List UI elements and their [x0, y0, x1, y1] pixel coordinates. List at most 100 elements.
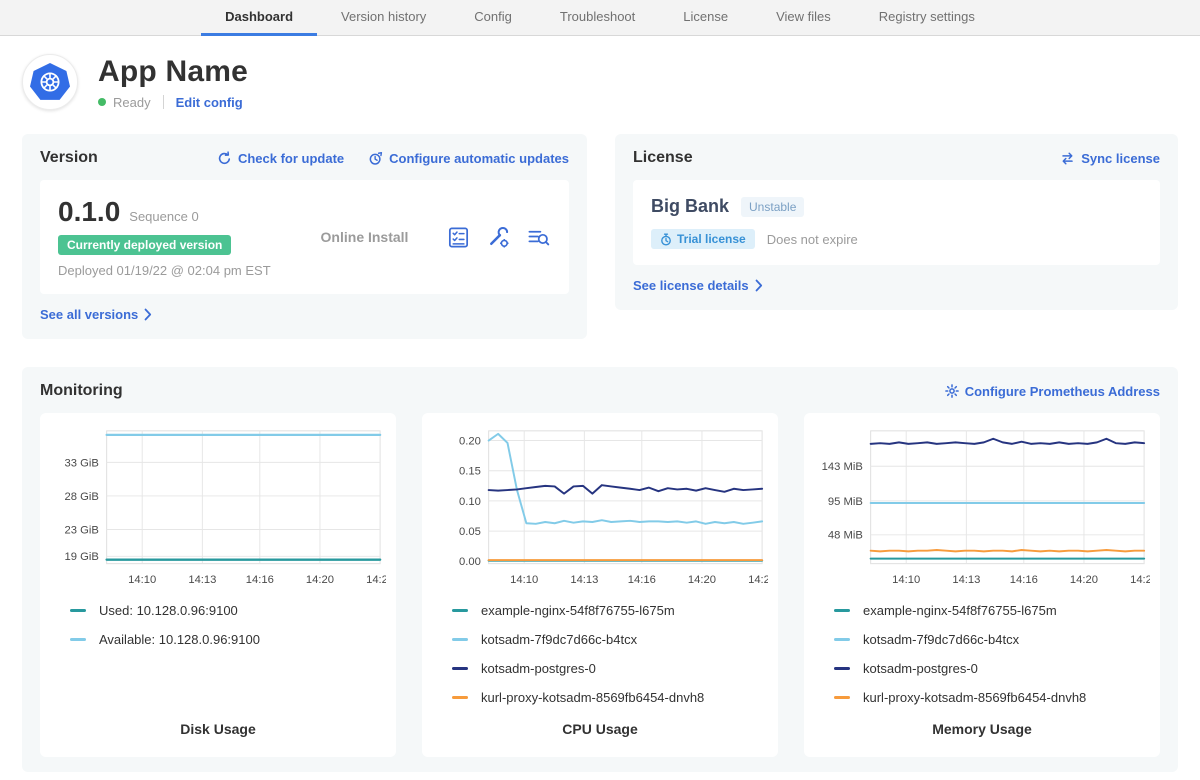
charts-row: 19 GiB 23 GiB 28 GiB 33 GiB 14:10 14:13 14:16 1…	[40, 413, 1160, 758]
y-tick-label: 33 GiB	[65, 457, 99, 469]
legend-label: kotsadm-7f9dc7d66c-b4tcx	[481, 632, 638, 648]
x-tick-label: 14:13	[188, 574, 216, 586]
tab-registry-settings[interactable]: Registry settings	[878, 9, 975, 24]
legend-item: kotsadm-postgres-0	[452, 661, 768, 676]
legend-label: Available: 10.128.0.96:9100	[99, 632, 260, 648]
tab-view-files[interactable]: View files	[776, 9, 831, 24]
chart-plot: 0.00 0.05 0.10 0.15 0.20 14:10 14:13 14:16 14:20…	[459, 430, 768, 586]
x-tick-label: 14:10	[892, 574, 920, 586]
license-card-title: License	[633, 149, 693, 166]
check-for-update-link[interactable]: Check for update	[217, 151, 344, 166]
stopwatch-icon	[661, 233, 671, 245]
deployed-badge: Currently deployed version	[58, 235, 232, 255]
legend-dash-icon	[452, 667, 468, 671]
chart-legend: Used: 10.128.0.96:9100 Available: 10.128.…	[70, 603, 386, 721]
x-tick-label: 14:23	[748, 574, 768, 586]
version-card-title: Version	[40, 149, 98, 166]
chevron-right-icon	[144, 308, 152, 321]
chart-card-cpu-usage: 0.00 0.05 0.10 0.15 0.20 14:10 14:13 14:16 14:20…	[422, 413, 778, 758]
tab-version-history[interactable]: Version history	[341, 9, 427, 24]
x-tick-label: 14:20	[1070, 574, 1098, 586]
legend-label: kurl-proxy-kotsadm-8569fb6454-dnvh8	[863, 690, 1087, 706]
status-text: Ready	[113, 94, 151, 110]
see-all-versions-link[interactable]: See all versions	[40, 307, 152, 322]
diff-checklist-icon[interactable]	[446, 225, 471, 250]
trial-license-badge: Trial license	[651, 229, 755, 249]
y-tick-label: 0.10	[459, 496, 481, 508]
deployed-timestamp: Deployed 01/19/22 @ 02:04 pm EST	[58, 263, 271, 278]
x-tick-label: 14:10	[128, 574, 156, 586]
x-tick-label: 14:16	[1010, 574, 1038, 586]
sync-license-link[interactable]: Sync license	[1060, 151, 1160, 166]
legend-dash-icon	[834, 609, 850, 613]
tab-config[interactable]: Config	[474, 9, 512, 24]
y-tick-label: 143 MiB	[822, 461, 863, 473]
configure-automatic-updates-label: Configure automatic updates	[389, 150, 569, 166]
tab-dashboard[interactable]: Dashboard	[201, 0, 318, 36]
legend-label: example-nginx-54f8f76755-l675m	[481, 603, 675, 619]
legend-dash-icon	[452, 696, 468, 700]
sequence-label: Sequence 0	[129, 209, 199, 224]
channel-badge: Unstable	[741, 196, 805, 217]
version-number: 0.1.0	[58, 196, 121, 227]
y-tick-label: 28 GiB	[65, 491, 99, 503]
status-dot-icon	[98, 98, 106, 106]
install-type-label: Online Install	[320, 229, 409, 245]
config-wrench-icon[interactable]	[486, 225, 511, 250]
trial-license-label: Trial license	[677, 232, 746, 246]
legend-item: kotsadm-7f9dc7d66c-b4tcx	[452, 632, 768, 647]
monitoring-title: Monitoring	[40, 382, 123, 399]
expiry-text: Does not expire	[766, 231, 858, 247]
view-logs-icon[interactable]	[526, 225, 551, 250]
version-card: Version Check for update Configure au	[22, 134, 587, 339]
y-tick-label: 0.05	[459, 526, 481, 538]
legend-dash-icon	[834, 696, 850, 700]
page-title: App Name	[98, 54, 248, 88]
legend-dash-icon	[70, 609, 86, 613]
legend-item: Used: 10.128.0.96:9100	[70, 603, 386, 618]
check-for-update-label: Check for update	[237, 150, 345, 166]
edit-config-link[interactable]: Edit config	[175, 94, 243, 110]
legend-dash-icon	[834, 667, 850, 671]
legend-dash-icon	[452, 638, 468, 642]
legend-label: kotsadm-7f9dc7d66c-b4tcx	[863, 632, 1020, 648]
sync-arrows-icon	[1062, 152, 1073, 164]
chart-legend: example-nginx-54f8f76755-l675m kotsadm-7f…	[452, 603, 768, 721]
legend-item: kurl-proxy-kotsadm-8569fb6454-dnvh8	[452, 690, 768, 705]
tab-license[interactable]: License	[683, 9, 729, 24]
x-tick-label: 14:23	[1130, 574, 1150, 586]
y-tick-label: 48 MiB	[828, 530, 863, 542]
configure-prometheus-link[interactable]: Configure Prometheus Address	[944, 383, 1160, 399]
app-header: App Name Ready Edit config	[0, 36, 1200, 120]
legend-item: kurl-proxy-kotsadm-8569fb6454-dnvh8	[834, 690, 1150, 705]
y-tick-label: 23 GiB	[65, 524, 99, 536]
chart-title: Memory Usage	[932, 721, 1032, 738]
tab-troubleshoot[interactable]: Troubleshoot	[559, 9, 636, 24]
x-tick-label: 14:13	[570, 574, 598, 586]
legend-item: kotsadm-postgres-0	[834, 661, 1150, 676]
chart-card-disk-usage: 19 GiB 23 GiB 28 GiB 33 GiB 14:10 14:13 14:16 1…	[40, 413, 396, 758]
series-line	[487, 484, 764, 495]
refresh-icon	[218, 150, 231, 164]
x-tick-label: 14:23	[366, 574, 386, 586]
x-tick-label: 14:16	[628, 574, 656, 586]
clock-arrow-icon	[369, 151, 383, 165]
y-tick-label: 0.20	[459, 435, 481, 447]
monitoring-section: Monitoring Configure Prometheus Address …	[22, 367, 1178, 773]
y-tick-label: 0.15	[459, 466, 481, 478]
chart-plot: 48 MiB 95 MiB 143 MiB 14:10 14:13 14:16 14:20 1…	[822, 430, 1150, 586]
app-logo	[22, 54, 78, 110]
configure-automatic-updates-link[interactable]: Configure automatic updates	[368, 151, 569, 166]
y-tick-label: 95 MiB	[828, 496, 863, 508]
configure-prometheus-label: Configure Prometheus Address	[964, 383, 1160, 399]
see-all-versions-label: See all versions	[40, 307, 139, 322]
legend-item: example-nginx-54f8f76755-l675m	[452, 603, 768, 618]
legend-label: kotsadm-postgres-0	[863, 661, 978, 677]
chart-title: Disk Usage	[180, 721, 256, 738]
chart-plot: 19 GiB 23 GiB 28 GiB 33 GiB 14:10 14:13 14:16 1…	[65, 430, 386, 586]
see-license-details-label: See license details	[633, 278, 749, 293]
kubernetes-wheel-icon	[30, 63, 70, 100]
sync-license-label: Sync license	[1081, 150, 1160, 166]
legend-item: example-nginx-54f8f76755-l675m	[834, 603, 1150, 618]
see-license-details-link[interactable]: See license details	[633, 278, 763, 293]
